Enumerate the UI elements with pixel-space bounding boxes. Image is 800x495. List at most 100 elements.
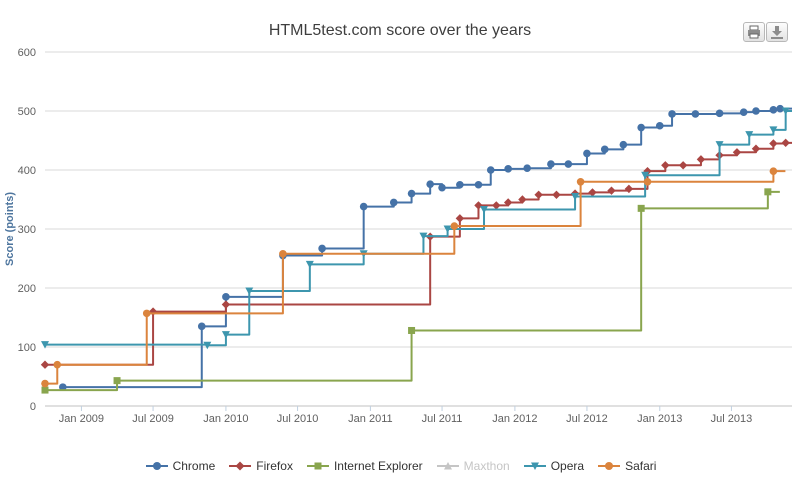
data-point-chrome [583,149,591,158]
data-point-firefox [221,300,231,309]
data-point-opera [305,260,314,269]
x-tick-label: Jul 2013 [711,413,753,425]
chart-title: HTML5test.com score over the years [268,22,532,39]
y-axis-title: Score (points) [4,192,16,266]
data-point-chrome [776,104,784,113]
data-point-chrome [668,110,676,118]
legend-symbol-chrome [145,462,168,470]
download-icon [771,26,783,39]
data-point-opera [245,287,254,295]
data-point-chrome [564,160,573,168]
data-point-chrome [769,106,778,114]
legend-symbol-firefox [229,461,252,471]
data-point-internet-explorer [41,386,49,394]
data-point-chrome [523,164,531,173]
y-tick-label: 200 [18,283,36,295]
legend-item-maxthon[interactable]: Maxthon [435,459,510,473]
chart-legend: Chrome Firefox Internet Explorer Maxthon Ope… [0,459,800,475]
legend-symbol-safari [598,462,621,470]
data-point-firefox [751,144,761,153]
data-point-opera [715,141,724,149]
legend-label: Safari [625,459,657,473]
data-point-firefox [492,201,501,210]
data-point-firefox [678,161,688,170]
data-point-firefox [732,148,742,157]
data-point-chrome [222,293,230,301]
legend-symbol-opera [523,462,546,470]
series-line-opera [45,110,792,347]
legend-label: Chrome [172,459,216,473]
legend-label: Maxthon [463,459,510,473]
data-point-chrome [318,244,326,253]
x-tick-label: Jan 2012 [492,413,537,425]
y-tick-label: 500 [18,106,36,118]
data-point-safari [142,309,151,318]
data-point-firefox [643,166,652,176]
data-point-firefox [552,190,561,199]
legend-symbol-maxthon [436,462,459,470]
data-point-firefox [696,155,706,164]
series-line-internet-explorer [45,190,780,392]
data-point-chrome [547,160,555,168]
data-point-firefox [624,184,634,194]
data-point-chrome [752,107,760,115]
y-tick-label: 400 [18,165,36,177]
y-tick-label: 300 [18,224,36,236]
legend-item-internet-explorer[interactable]: Internet Explorer [305,459,423,473]
y-tick-label: 100 [18,342,36,354]
data-point-safari [769,167,778,175]
data-point-firefox [455,214,465,223]
data-point-opera [571,193,580,201]
data-point-opera [641,171,650,180]
data-point-chrome [655,121,664,130]
series-line-safari [45,170,786,385]
data-point-opera [769,126,778,134]
x-tick-label: Jan 2009 [59,413,104,425]
data-point-safari [53,360,62,369]
y-tick-label: 600 [18,47,36,59]
data-point-firefox [607,186,616,195]
legend-label: Opera [550,459,585,473]
data-point-chrome [715,109,724,118]
data-point-safari [279,249,287,258]
data-point-opera [443,225,452,233]
data-point-chrome [739,108,748,116]
download-button[interactable] [766,22,788,42]
data-point-opera [745,131,754,139]
data-point-firefox [40,360,50,369]
x-tick-label: Jul 2009 [132,413,174,425]
data-point-firefox [769,139,778,148]
data-point-safari [576,178,585,186]
data-point-chrome [438,183,446,192]
data-point-chrome [691,110,700,118]
legend-item-opera[interactable]: Opera [522,459,584,473]
print-button[interactable] [743,22,765,42]
x-tick-label: Jul 2010 [277,413,319,425]
data-point-chrome [486,166,495,174]
data-point-chrome [600,145,609,154]
x-tick-label: Jul 2012 [566,413,608,425]
legend-item-safari[interactable]: Safari [596,459,656,473]
data-point-firefox [781,138,790,148]
x-tick-label: Jan 2013 [637,413,682,425]
legend-item-firefox[interactable]: Firefox [227,459,293,473]
legend-label: Internet Explorer [333,459,423,473]
data-point-chrome [456,180,464,189]
data-point-chrome [426,180,434,188]
data-point-firefox [503,198,513,207]
data-point-chrome [637,123,645,132]
data-point-firefox [534,190,543,199]
data-point-firefox [661,161,670,170]
legend-symbol-internet-explorer [306,462,329,470]
data-point-opera [221,331,230,339]
data-point-opera [41,341,49,349]
data-point-opera [203,341,212,350]
data-point-chrome [504,165,512,173]
data-point-safari [643,178,652,186]
data-point-opera [419,232,428,241]
legend-item-chrome[interactable]: Chrome [144,459,216,473]
data-point-internet-explorer [113,377,121,385]
data-point-internet-explorer [637,204,645,212]
data-point-firefox [588,188,597,197]
